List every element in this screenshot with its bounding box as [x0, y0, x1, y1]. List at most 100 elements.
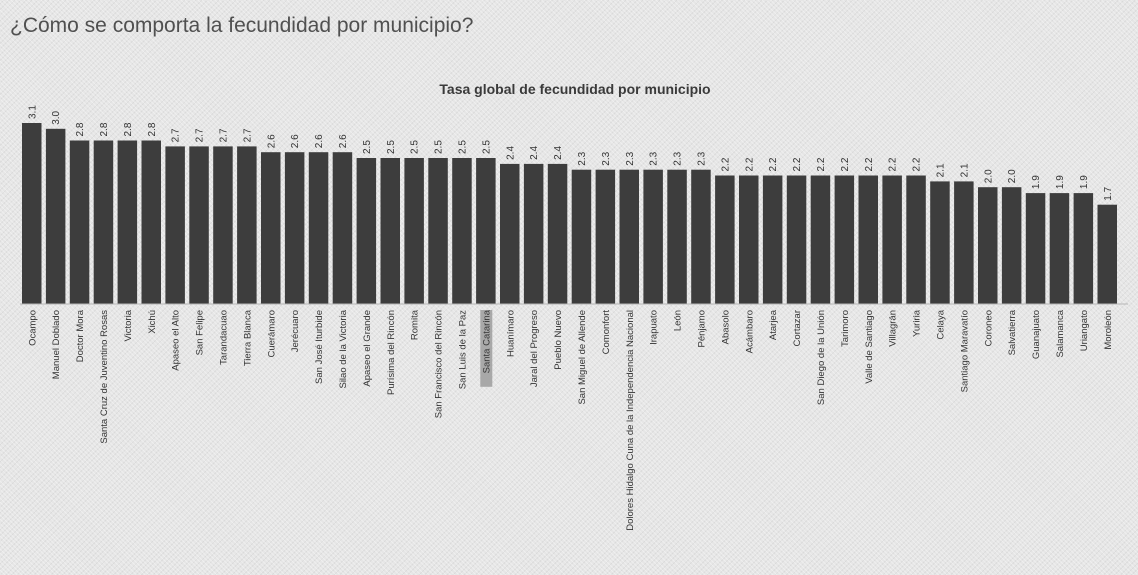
- category-label: San José Iturbide: [314, 310, 325, 384]
- category-label: Pueblo Nuevo: [553, 310, 564, 370]
- category-label: Tierra Blanca: [242, 309, 253, 366]
- category-label-group: Dolores Hidalgo Cuna de la Independencia…: [625, 310, 636, 531]
- category-label-group: Atarjea: [768, 309, 779, 340]
- category-label: Doctor Mora: [75, 309, 86, 362]
- category-label-group: Cuerámaro: [266, 310, 277, 358]
- category-label: Uriangato: [1079, 310, 1090, 351]
- bar: [1097, 204, 1117, 304]
- data-label: 2.2: [720, 157, 731, 171]
- category-label-group: Comonfort: [601, 310, 612, 355]
- bar: [332, 152, 353, 304]
- bar: [667, 169, 687, 304]
- bar: [571, 169, 592, 304]
- data-label: 3.0: [51, 110, 62, 124]
- data-label: 2.3: [673, 151, 684, 165]
- data-label: 2.5: [410, 140, 421, 154]
- category-label: San Miguel de Allende: [577, 310, 588, 405]
- data-label: 1.9: [1055, 175, 1066, 189]
- category-label-group: Uriangato: [1079, 310, 1090, 351]
- category-label: Irapuato: [649, 310, 660, 345]
- data-label: 2.2: [792, 157, 803, 171]
- data-label: 2.3: [649, 151, 660, 165]
- category-label-group: Huanímaro: [505, 310, 516, 357]
- bar: [22, 123, 42, 304]
- bar: [117, 140, 138, 304]
- data-label: 2.2: [840, 157, 851, 171]
- data-label: 2.2: [912, 157, 923, 171]
- category-label-group: Manuel Doblado: [51, 310, 62, 379]
- bar: [404, 158, 424, 304]
- bar: [261, 152, 281, 304]
- category-label-group: Salamanca: [1055, 309, 1066, 357]
- category-label-group: Coroneo: [983, 310, 994, 346]
- data-label: 2.5: [434, 140, 445, 154]
- bar: [858, 175, 878, 304]
- category-label: San Luis de la Paz: [457, 310, 468, 389]
- bar: [643, 169, 663, 304]
- category-label: San Francisco del Rincón: [434, 310, 445, 418]
- category-label: Jerécuaro: [290, 310, 301, 352]
- category-label-group: Doctor Mora: [75, 309, 86, 362]
- category-label-highlight: [480, 310, 493, 387]
- category-label: Tarimoro: [840, 310, 851, 347]
- bar: [141, 140, 161, 304]
- data-label: 2.8: [123, 122, 134, 136]
- bar: [452, 158, 472, 304]
- data-label: 2.3: [625, 151, 636, 165]
- category-label: Xichú: [147, 310, 158, 334]
- category-label-group: Irapuato: [649, 310, 660, 345]
- category-labels-layer: Ocampo Manuel Doblado Doctor Mora Santa Cru…: [27, 309, 1114, 530]
- data-label: 2.2: [816, 157, 827, 171]
- category-label: Jaral del Progreso: [529, 310, 540, 387]
- category-label: Cuerámaro: [266, 310, 277, 358]
- category-label-group: León: [673, 310, 684, 331]
- category-label-group: Pénjamo: [696, 310, 707, 348]
- category-label: Celaya: [935, 309, 946, 339]
- bar: [810, 175, 831, 304]
- category-label-group: Apaseo el Alto: [171, 310, 182, 371]
- bar: [356, 158, 377, 304]
- category-label-group: Villagrán: [888, 310, 899, 347]
- category-label-group: Santiago Maravatío: [959, 310, 970, 392]
- data-label: 1.9: [1031, 175, 1042, 189]
- category-label: Comonfort: [601, 310, 612, 355]
- category-label-group: Xichú: [147, 310, 158, 334]
- page-heading: ¿Cómo se comporta la fecundidad por muni…: [10, 14, 474, 37]
- category-label-group: Celaya: [935, 309, 946, 339]
- data-label: 2.6: [338, 134, 349, 148]
- data-label: 2.5: [457, 140, 468, 154]
- category-label-group: Ocampo: [27, 310, 38, 346]
- bar: [476, 158, 496, 304]
- category-label-group: San Luis de la Paz: [457, 310, 468, 389]
- data-label: 2.6: [314, 134, 325, 148]
- category-label: Apaseo el Alto: [171, 310, 182, 371]
- bar: [93, 140, 114, 304]
- data-label: 2.6: [266, 134, 277, 148]
- bar: [762, 175, 783, 304]
- chart-title: Tasa global de fecundidad por municipio: [439, 81, 710, 97]
- data-label: 2.2: [744, 157, 755, 171]
- category-label-group: Romita: [410, 309, 421, 340]
- data-label: 2.0: [983, 169, 994, 183]
- category-label: Acámbaro: [744, 310, 755, 353]
- category-label: Santa Catarina: [481, 309, 492, 373]
- bar: [1001, 187, 1022, 304]
- category-label-group: San Diego de la Unión: [816, 310, 827, 405]
- category-label-group: San Felipe: [195, 310, 206, 355]
- bar: [189, 146, 209, 304]
- bar: [308, 152, 329, 304]
- bar: [595, 169, 616, 304]
- category-label: Coroneo: [983, 310, 994, 346]
- bar: [69, 140, 90, 304]
- category-label: Purísima del Rincón: [386, 310, 397, 395]
- category-label-group: Tarandacuao: [218, 310, 229, 365]
- category-label: San Felipe: [195, 310, 206, 355]
- bar: [954, 181, 974, 304]
- bar: [165, 146, 185, 304]
- data-label: 2.1: [935, 163, 946, 177]
- category-label: Valle de Santiago: [864, 310, 875, 384]
- data-label: 2.7: [171, 128, 182, 142]
- bar: [213, 146, 233, 304]
